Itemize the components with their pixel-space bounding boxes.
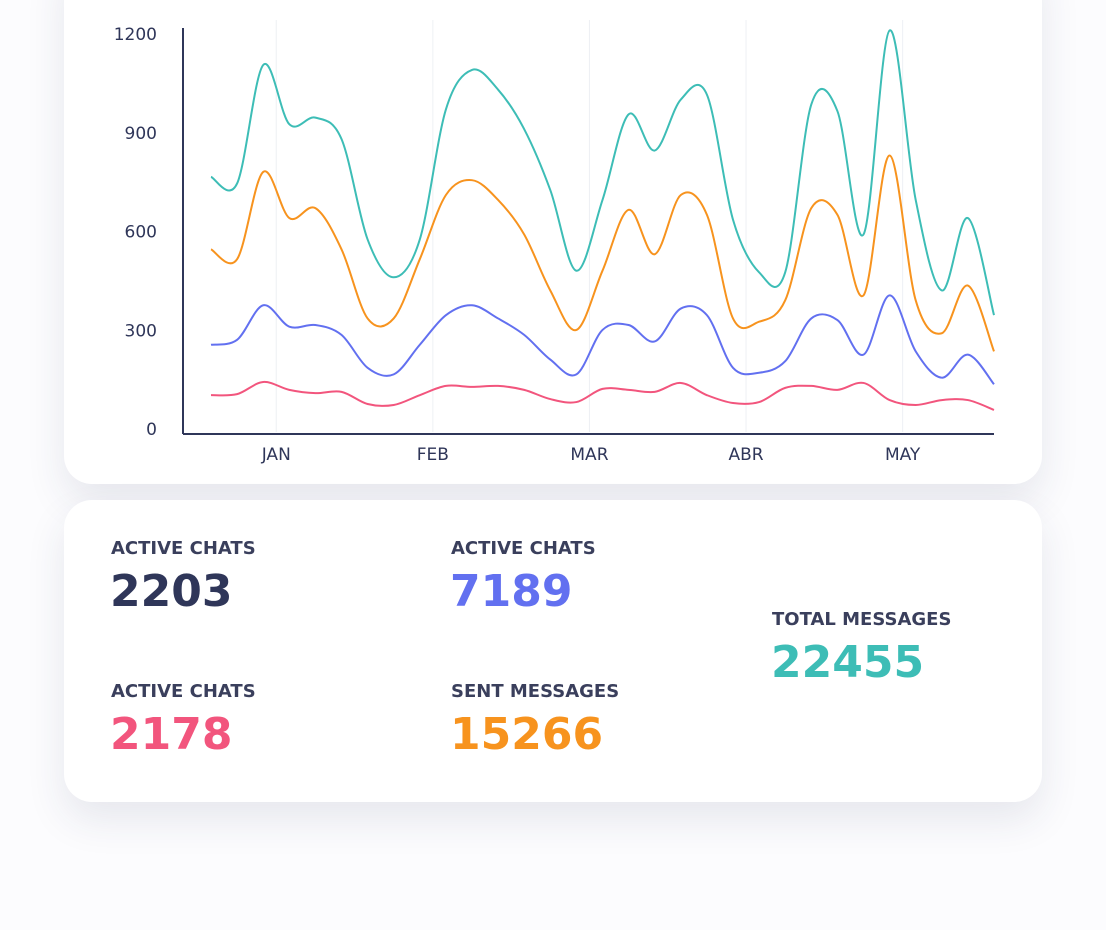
x-tick-label: ABR xyxy=(728,445,763,465)
y-tick-label: 1200 xyxy=(114,25,157,45)
x-tick-label: JAN xyxy=(261,445,291,465)
stat-label: SENT MESSAGES xyxy=(451,681,620,702)
y-tick-label: 600 xyxy=(125,223,157,243)
chart: JAN FEB MAR ABR MAY 0 300 600 900 1200 xyxy=(114,20,995,465)
x-tick-label: FEB xyxy=(417,445,449,465)
x-tick-label: MAR xyxy=(570,445,608,465)
y-tick-label: 900 xyxy=(125,124,157,144)
x-tick-label: MAY xyxy=(885,445,921,465)
stat-value: 2203 xyxy=(110,566,233,617)
stat-value: 7189 xyxy=(450,566,573,617)
stat-label: TOTAL MESSAGES xyxy=(772,609,952,630)
stat-label: ACTIVE CHATS xyxy=(111,538,256,559)
stat-value: 2178 xyxy=(110,709,233,760)
y-tick-label: 300 xyxy=(125,321,157,341)
stat-label: ACTIVE CHATS xyxy=(451,538,596,559)
line-series xyxy=(210,154,995,352)
line-series xyxy=(210,294,995,385)
stat-value: 22455 xyxy=(771,637,925,688)
stat-value: 15266 xyxy=(450,709,604,760)
y-tick-label: 0 xyxy=(146,420,157,440)
line-series xyxy=(210,380,995,411)
stat-label: ACTIVE CHATS xyxy=(111,681,256,702)
stats-card xyxy=(64,500,1042,802)
chart-card xyxy=(64,0,1042,484)
line-series xyxy=(210,29,995,316)
